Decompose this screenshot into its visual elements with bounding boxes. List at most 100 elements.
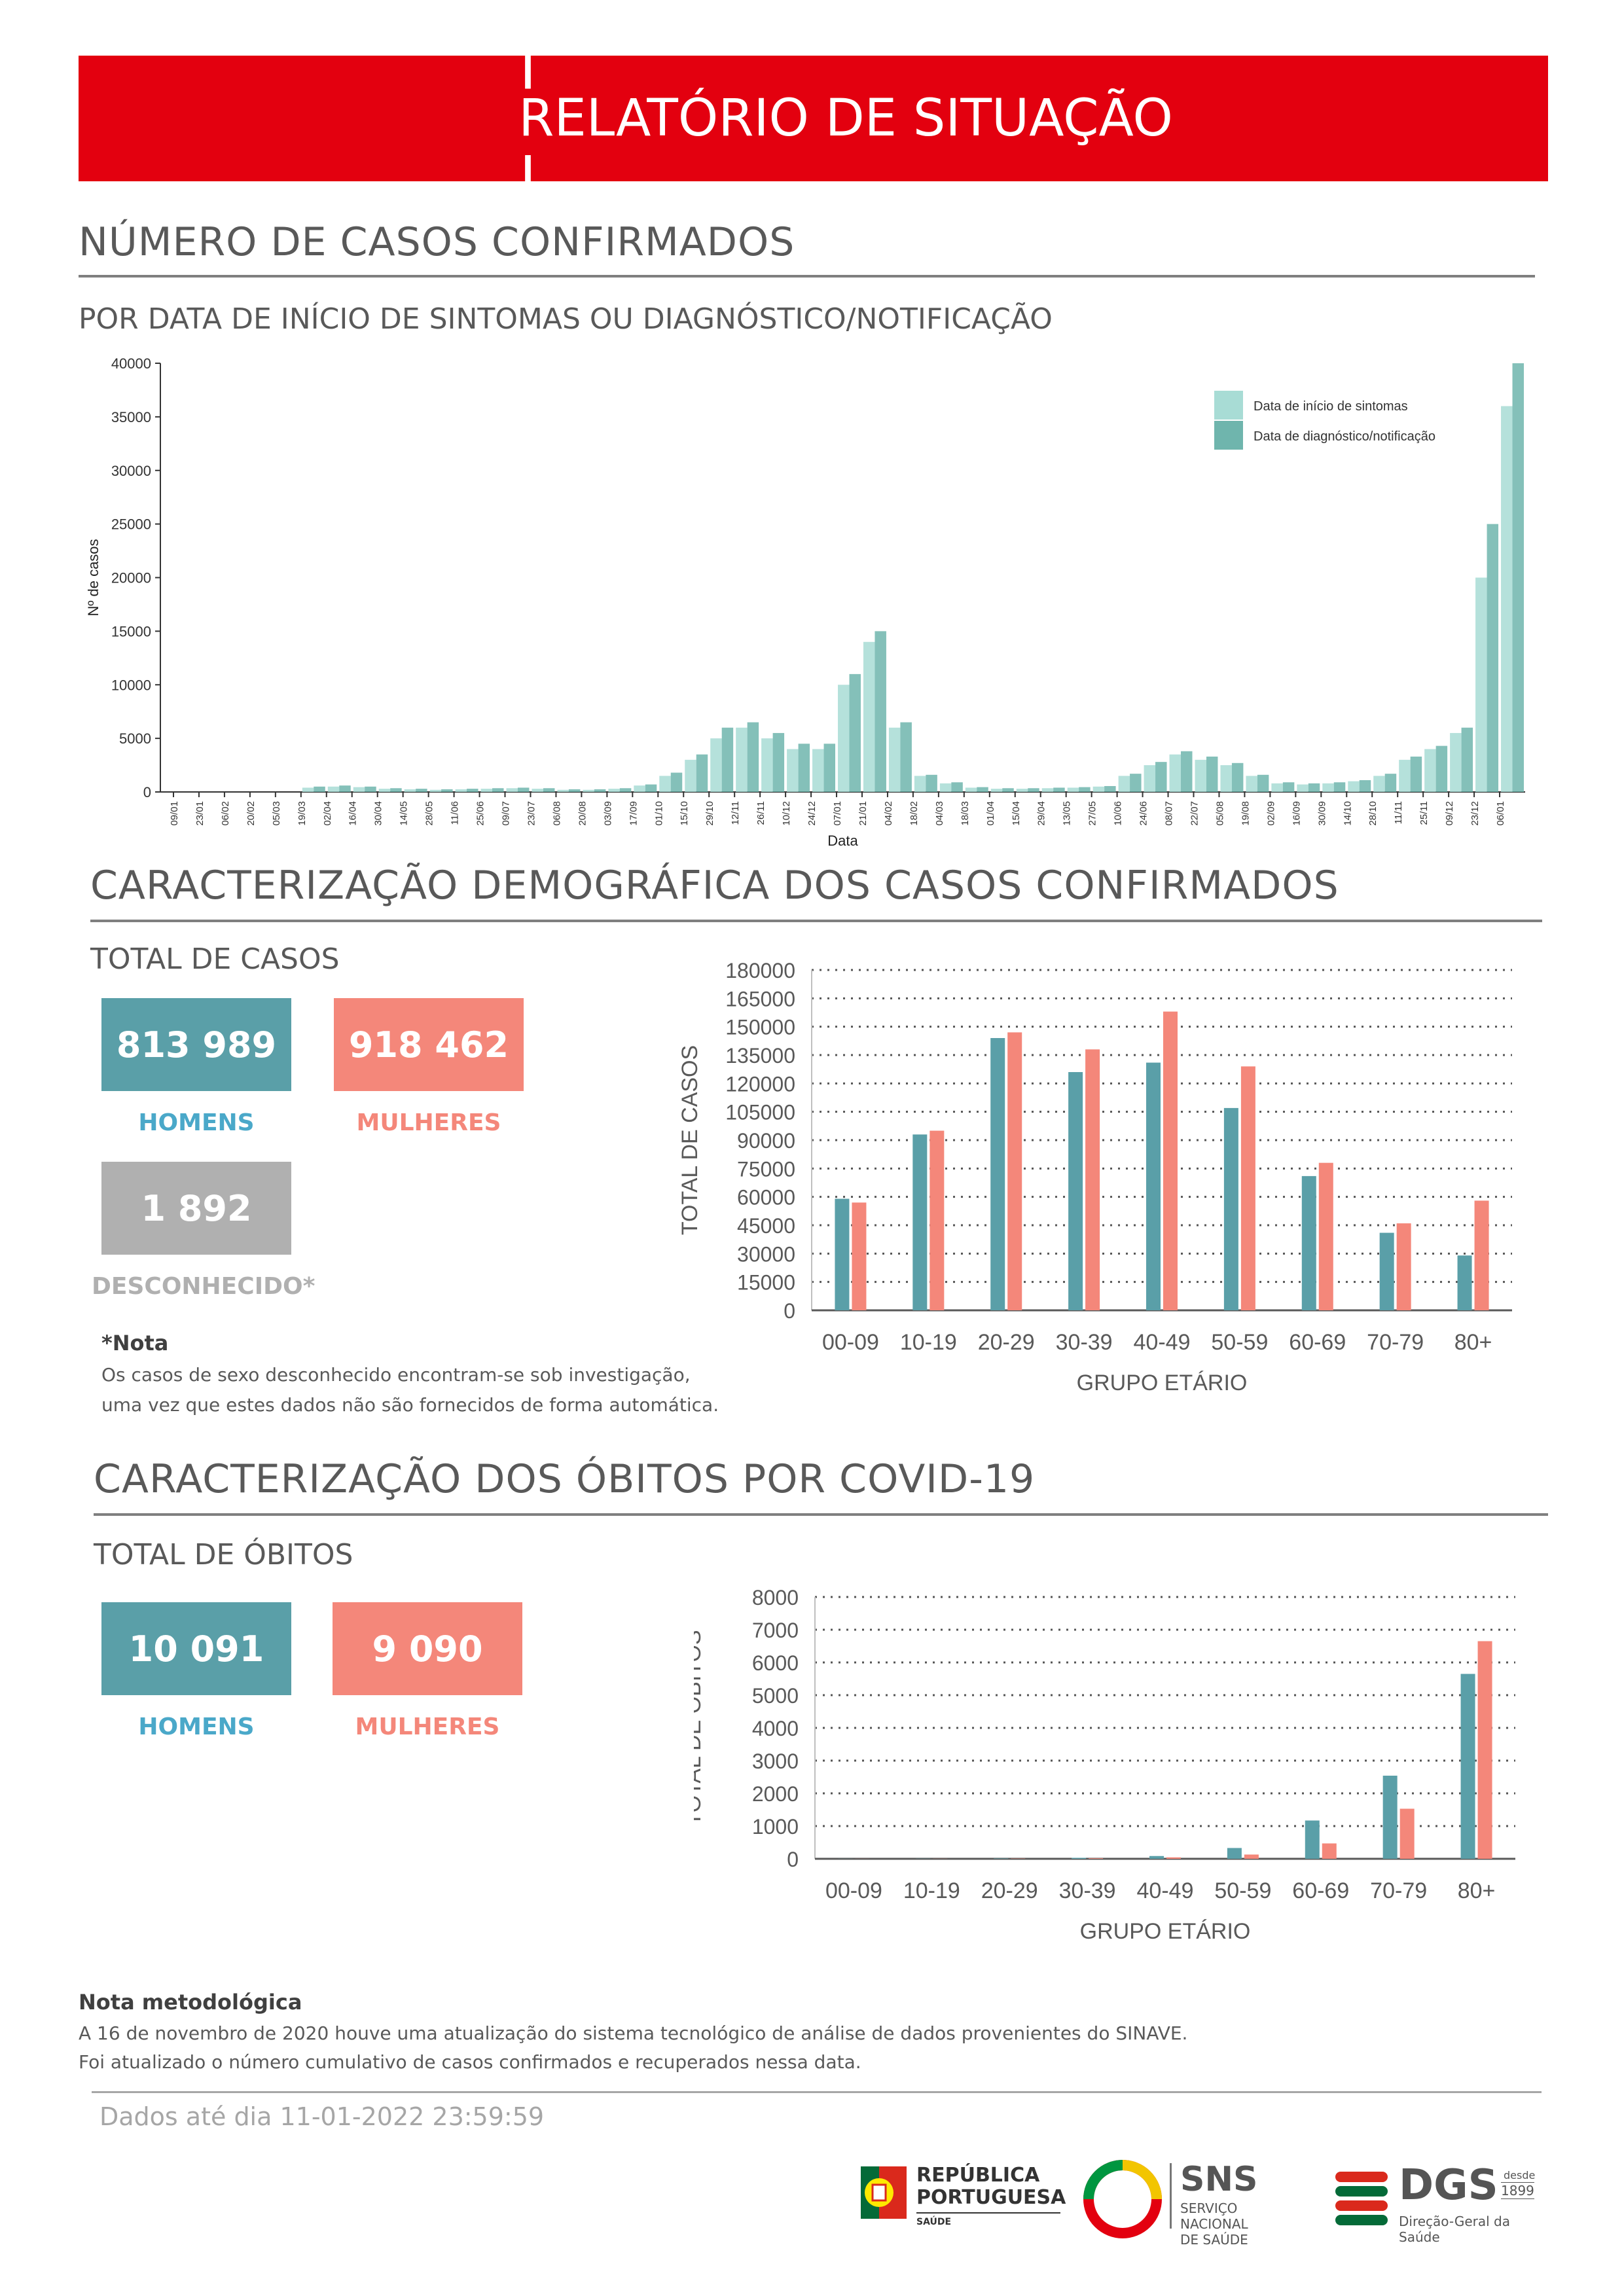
y-tick-label: 180000 — [725, 959, 795, 982]
cases-bar — [875, 631, 886, 792]
age-bar-men — [994, 1858, 1009, 1859]
x-tick-label: 30-39 — [1059, 1878, 1116, 1903]
x-tick-label: 12/11 — [730, 801, 741, 825]
y-tick-label: 30000 — [737, 1242, 795, 1266]
age-bar-men — [1305, 1820, 1320, 1859]
cases-bar — [1475, 577, 1487, 792]
age-bar-women — [1163, 1011, 1178, 1310]
cases-bar — [404, 789, 416, 792]
age-bar-women — [1244, 1854, 1259, 1859]
cases-bar — [900, 722, 912, 792]
age-bar-men — [1379, 1232, 1394, 1310]
y-tick-label: 5000 — [752, 1684, 799, 1708]
cases-bar — [1130, 774, 1142, 792]
cases-bar — [390, 788, 402, 792]
cases-bar — [1450, 732, 1462, 792]
footer-divider — [92, 2091, 1542, 2093]
cases-bar — [480, 789, 493, 792]
y-tick-label: 90000 — [737, 1129, 795, 1153]
deaths-by-age-chart: 0 1000 2000 3000 4000 5000 6000 7000 8000 00-09 10… — [694, 1586, 1515, 1944]
cases-bar — [888, 727, 901, 792]
cases-bar — [1041, 788, 1054, 792]
cases-bar — [736, 727, 748, 792]
cases-bar — [1501, 406, 1513, 792]
x-tick-label: 20/02 — [245, 801, 257, 826]
y-tick-label: 8000 — [752, 1586, 799, 1609]
cases-bar — [1144, 765, 1156, 792]
cases-bar — [557, 789, 569, 792]
age-bar-men — [1460, 1674, 1475, 1859]
women-label: MULHERES — [355, 1713, 500, 1740]
x-axis-title: Data — [827, 833, 858, 849]
age-bar-women — [929, 1130, 945, 1310]
cases-bar — [1053, 787, 1065, 792]
cases-bar — [1487, 524, 1499, 792]
coat-of-arms-icon — [861, 2166, 907, 2219]
y-axis-title: TOTAL DE ÓBITOS — [694, 1630, 706, 1825]
cases-bar — [1359, 780, 1371, 792]
x-tick-label: 40-49 — [1137, 1878, 1194, 1903]
section-divider — [94, 1513, 1548, 1516]
cases-bar — [1169, 754, 1182, 792]
age-bar-men — [1223, 1107, 1238, 1310]
cases-bar — [506, 788, 518, 792]
republica-portuguesa-logo: REPÚBLICA PORTUGUESA SAÚDE — [861, 2163, 1070, 2235]
x-tick-label: 09/07 — [501, 801, 512, 826]
cases-bar — [1424, 749, 1436, 792]
cases-bar — [1512, 363, 1524, 792]
men-label: HOMENS — [138, 1713, 255, 1740]
x-tick-label: 10-19 — [900, 1330, 957, 1355]
y-tick-label: 7000 — [752, 1619, 799, 1642]
cases-bar — [939, 783, 952, 792]
x-tick-label: 07/01 — [832, 801, 843, 826]
y-tick-label: 25000 — [111, 516, 151, 533]
cases-bar — [1206, 756, 1218, 792]
cases-bar — [365, 786, 376, 792]
cases-bar — [1016, 789, 1028, 792]
cases-bar — [634, 785, 645, 792]
cases-bar — [721, 727, 734, 792]
x-tick-label: 16/09 — [1291, 801, 1302, 826]
cases-bar — [710, 738, 722, 792]
y-tick-label: 150000 — [725, 1016, 795, 1039]
x-tick-label: 14/05 — [399, 801, 410, 826]
x-tick-label: 20-29 — [978, 1330, 1035, 1355]
y-tick-label: 1000 — [752, 1815, 799, 1839]
cases-bar — [583, 789, 594, 792]
x-tick-label: 01/10 — [653, 801, 664, 826]
y-tick-label: 120000 — [725, 1072, 795, 1096]
x-tick-label: 18/02 — [909, 801, 920, 826]
cases-bar — [1297, 784, 1308, 792]
x-tick-label: 23/07 — [526, 801, 537, 826]
cases-bar — [1384, 774, 1397, 792]
cases-bar — [951, 782, 963, 792]
x-tick-label: 29/04 — [1036, 801, 1047, 826]
x-tick-label: 28/10 — [1367, 801, 1379, 826]
cases-bar — [1282, 782, 1295, 792]
cases-bar — [1155, 762, 1167, 792]
x-tick-label: 20/08 — [577, 801, 588, 826]
x-tick-label: 50-59 — [1211, 1330, 1268, 1355]
y-tick-label: 4000 — [752, 1717, 799, 1740]
x-tick-label: 00-09 — [825, 1878, 882, 1903]
daily-cases-chart: 0 5000 10000 15000 20000 25000 30000 35000 40000… — [85, 355, 1525, 849]
x-tick-label: 26/11 — [755, 801, 767, 825]
y-tick-label: 40000 — [111, 355, 151, 372]
cases-bar — [812, 749, 824, 792]
x-tick-label: 28/05 — [424, 801, 435, 826]
cases-bar — [1079, 787, 1091, 792]
cases-bar — [608, 789, 620, 792]
x-tick-label: 80+ — [1458, 1878, 1496, 1903]
report-banner: COVID-19 | RELATÓRIO DE SITUAÇÃO | 12-01… — [79, 0, 1548, 266]
cases-bar — [670, 772, 683, 792]
x-tick-label: 02/09 — [1265, 801, 1276, 826]
dgs-emblem-icon — [1335, 2172, 1388, 2225]
x-tick-label: 23/12 — [1470, 801, 1481, 826]
y-tick-label: 165000 — [725, 987, 795, 1011]
cases-bar — [914, 776, 926, 792]
cases-bar — [492, 788, 504, 792]
cases-bar — [1028, 788, 1039, 792]
sns-emblem-icon — [1083, 2160, 1162, 2238]
age-bar-men — [1146, 1062, 1161, 1310]
x-tick-label: 29/10 — [704, 801, 715, 826]
